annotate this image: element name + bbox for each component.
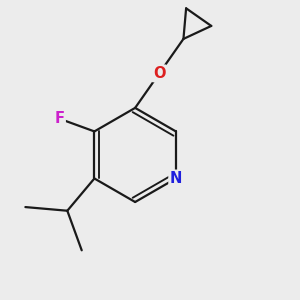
Text: N: N xyxy=(170,171,182,186)
Text: F: F xyxy=(55,111,64,126)
Text: O: O xyxy=(153,66,166,81)
